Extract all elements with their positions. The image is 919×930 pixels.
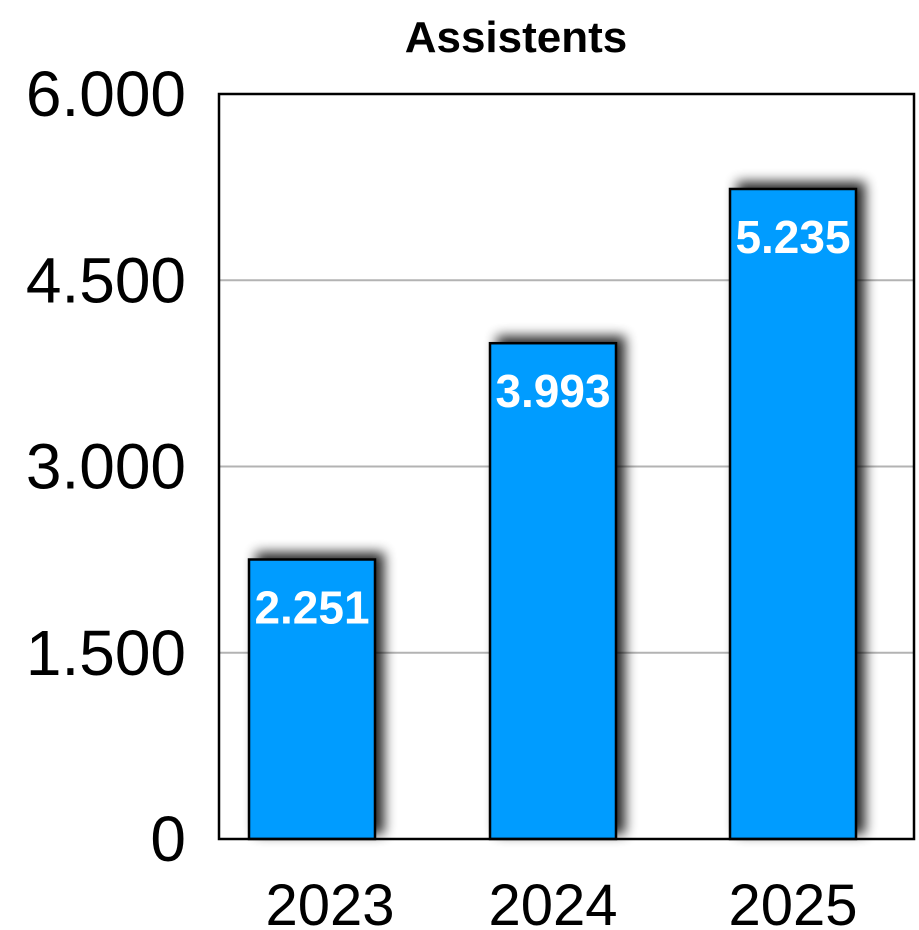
y-axis-ticks: 0 1.500 3.000 4.500 6.000 [26,58,186,875]
bar [728,187,858,841]
y-tick-label: 0 [150,803,186,875]
bars: 2.251 3.993 5.235 [247,187,858,841]
bar [488,341,618,841]
x-tick-label: 2024 [488,873,617,930]
bar [247,558,377,841]
x-tick-label: 2023 [265,873,394,930]
x-tick-label: 2025 [728,873,857,930]
y-tick-label: 4.500 [26,244,186,316]
y-tick-label: 6.000 [26,58,186,130]
plot-frame [217,92,916,841]
data-label: 2.251 [254,582,369,634]
chart-title: Assistents [405,13,628,62]
y-tick-label: 1.500 [26,617,186,689]
y-tick-label: 3.000 [26,431,186,503]
x-axis-ticks: 2023 2024 2025 [265,873,857,930]
data-label: 3.993 [495,365,610,417]
data-label: 5.235 [735,211,850,263]
